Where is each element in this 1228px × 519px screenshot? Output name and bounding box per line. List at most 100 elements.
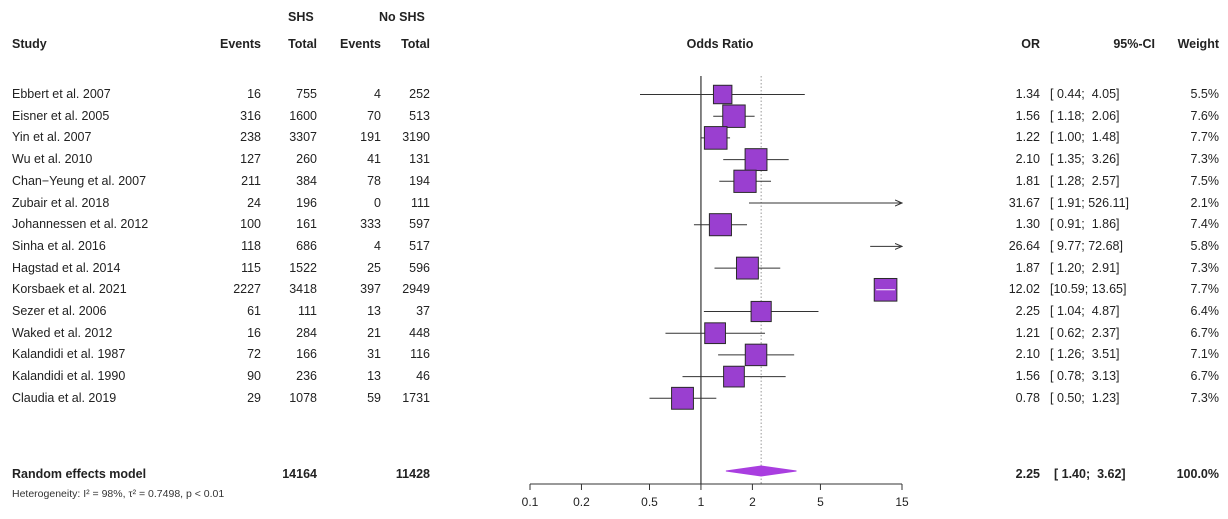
- x-tick-label: 1: [698, 495, 705, 509]
- total-shs: 196: [296, 195, 317, 210]
- total-noshs: 513: [409, 108, 430, 123]
- study-or: 26.64: [1008, 238, 1040, 253]
- study-weight: 2.1%: [1190, 195, 1220, 210]
- study-box: [723, 365, 745, 388]
- header-events-noshs: Events: [340, 37, 381, 51]
- study-box: [744, 148, 768, 172]
- total-noshs: 37: [416, 304, 430, 318]
- study-or: 0.78: [1015, 390, 1040, 405]
- study-box: [708, 213, 732, 237]
- study-ci: [ 0.50; 1.23]: [1050, 390, 1120, 405]
- x-tick-label: 2: [749, 495, 756, 509]
- total-noshs: 116: [410, 347, 430, 362]
- events-noshs: 13: [367, 369, 381, 384]
- events-shs: 16: [247, 87, 261, 101]
- study-ci: [ 0.78; 3.13]: [1050, 369, 1120, 384]
- study-ci: [ 1.04; 4.87]: [1050, 304, 1120, 318]
- events-shs: 100: [240, 217, 261, 232]
- events-shs: 72: [247, 347, 261, 362]
- total-shs: 3307: [289, 130, 317, 145]
- study-weight: 7.3%: [1190, 152, 1220, 167]
- study-box: [735, 256, 759, 280]
- study-or: 2.10: [1015, 347, 1040, 362]
- events-shs: 211: [241, 173, 261, 188]
- events-noshs: 59: [367, 390, 381, 405]
- total-shs: 1078: [289, 390, 317, 405]
- study-weight: 7.3%: [1190, 390, 1220, 405]
- events-noshs: 0: [374, 195, 381, 210]
- heterogeneity-text: Heterogeneity: I² = 98%, τ² = 0.7498, p …: [12, 488, 225, 500]
- study-or: 1.34: [1015, 87, 1040, 101]
- total-shs: 284: [296, 325, 317, 340]
- total-noshs: 194: [409, 173, 430, 188]
- study-box: [744, 343, 768, 367]
- study-ci: [ 1.28; 2.57]: [1050, 173, 1120, 188]
- events-noshs: 25: [367, 260, 381, 275]
- total-noshs: 448: [409, 325, 430, 340]
- total-shs: 166: [296, 347, 317, 362]
- header-shs-group: SHS: [288, 10, 314, 24]
- study-weight: 5.8%: [1190, 238, 1220, 253]
- x-tick-label: 15: [895, 495, 909, 509]
- x-tick-label: 5: [817, 495, 824, 509]
- study-name: Sinha et al. 2016: [12, 238, 106, 253]
- summary-total-noshs: 11428: [395, 467, 430, 481]
- study-weight: 6.7%: [1190, 325, 1220, 340]
- total-shs: 1522: [289, 260, 317, 275]
- study-ci: [ 1.00; 1.48]: [1050, 130, 1120, 145]
- total-noshs: 517: [409, 238, 430, 253]
- study-box: [704, 322, 726, 345]
- summary-label: Random effects model: [12, 467, 147, 481]
- study-name: Zubair et al. 2018: [12, 195, 110, 210]
- study-name: Waked et al. 2012: [12, 325, 113, 340]
- study-ci: [10.59; 13.65]: [1050, 282, 1127, 297]
- study-or: 1.56: [1015, 108, 1040, 123]
- total-shs: 236: [296, 369, 317, 384]
- summary-or: 2.25: [1015, 467, 1040, 481]
- total-noshs: 596: [409, 260, 430, 275]
- study-weight: 7.4%: [1190, 217, 1220, 232]
- events-shs: 29: [247, 390, 261, 405]
- study-weight: 7.5%: [1190, 173, 1220, 188]
- events-shs: 118: [241, 238, 261, 253]
- events-shs: 61: [247, 304, 261, 318]
- study-name: Johannessen et al. 2012: [12, 217, 149, 232]
- total-noshs: 131: [409, 152, 430, 167]
- total-shs: 384: [296, 173, 317, 188]
- events-noshs: 70: [367, 108, 381, 123]
- study-box: [733, 169, 757, 193]
- summary-diamond: [725, 465, 797, 477]
- events-shs: 24: [247, 195, 261, 210]
- study-box: [712, 84, 733, 105]
- total-noshs: 46: [416, 369, 430, 384]
- header-noshs-group: No SHS: [379, 10, 425, 24]
- study-ci: [ 1.26; 3.51]: [1050, 347, 1120, 362]
- total-shs: 260: [296, 152, 317, 167]
- total-shs: 3418: [289, 282, 317, 297]
- events-noshs: 333: [360, 217, 381, 232]
- events-shs: 16: [247, 325, 261, 340]
- study-weight: 7.3%: [1190, 260, 1220, 275]
- study-or: 1.87: [1015, 260, 1040, 275]
- study-name: Claudia et al. 2019: [12, 390, 117, 405]
- study-weight: 6.4%: [1190, 304, 1220, 318]
- study-or: 1.21: [1015, 325, 1040, 340]
- events-shs: 127: [240, 152, 261, 167]
- study-ci: [ 0.44; 4.05]: [1050, 87, 1120, 101]
- study-name: Kalandidi et al. 1990: [12, 369, 126, 384]
- x-tick-label: 0.2: [573, 495, 590, 509]
- events-noshs: 191: [360, 130, 381, 145]
- header-or: OR: [1021, 37, 1040, 51]
- total-noshs: 597: [409, 217, 430, 232]
- header-ci: 95%-CI: [1113, 37, 1155, 51]
- study-or: 2.10: [1015, 152, 1040, 167]
- summary-total-shs: 14164: [282, 467, 317, 481]
- study-ci: [ 1.35; 3.26]: [1050, 152, 1120, 167]
- study-name: Hagstad et al. 2014: [12, 260, 121, 275]
- study-weight: 6.7%: [1190, 369, 1220, 384]
- total-noshs: 111: [410, 195, 430, 210]
- header-events-shs: Events: [220, 37, 261, 51]
- total-shs: 686: [296, 238, 317, 253]
- study-box: [703, 126, 728, 150]
